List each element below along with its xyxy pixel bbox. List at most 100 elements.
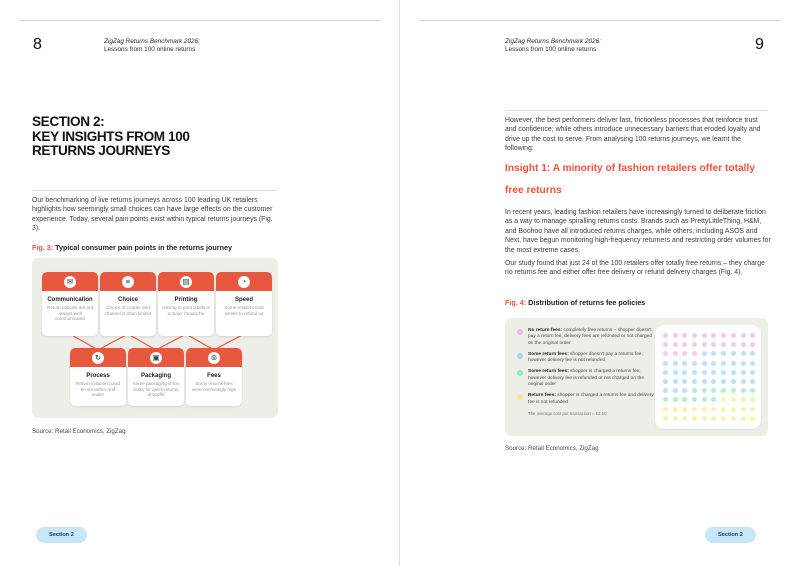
retailer-dot: [721, 388, 727, 394]
legend-item: Return fees: shopper is charged a return…: [517, 393, 655, 406]
section-heading-line: SECTION 2:: [32, 114, 105, 129]
insight-heading-line: free returns: [505, 185, 562, 196]
retailer-dot: [672, 360, 678, 366]
retailer-dot: [730, 388, 736, 394]
retailer-dot: [721, 378, 727, 384]
page-number: 8: [33, 36, 42, 53]
retailer-dot: [721, 369, 727, 375]
column-divider: [32, 190, 278, 191]
source-note: Source: Retail Economics, ZigZag: [32, 428, 126, 435]
retailer-dot: [711, 397, 717, 403]
legend-dot-green: [517, 370, 523, 377]
retailer-dot: [692, 333, 698, 338]
retailer-dot: [701, 342, 707, 348]
retailer-dot: [721, 351, 727, 357]
retailer-dot: [750, 378, 756, 384]
legend-desc: completely free returns – shopper doesn'…: [528, 328, 652, 346]
fig4-legend: No return fees: completely free returns …: [517, 328, 655, 416]
card-title: Communication: [47, 297, 93, 303]
retailer-dot: [701, 388, 707, 394]
retailer-dot: [721, 342, 727, 348]
retailer-dot: [730, 351, 736, 357]
retailer-dot: [682, 342, 688, 348]
chat-icon: ✉: [64, 275, 76, 288]
retailer-dot: [711, 342, 717, 348]
retailer-dot: [682, 351, 688, 357]
fig4-label: Fig. 4:: [505, 298, 527, 307]
page-gutter-line: [399, 0, 400, 566]
card-desc: Choice of courier and channel is often l…: [104, 305, 152, 316]
retailer-dot: [692, 397, 698, 403]
retailer-dot: [672, 415, 678, 421]
retailer-dot: [682, 333, 688, 338]
retailer-dot: [750, 369, 756, 375]
card-desc: Return policies are not always well comm…: [47, 305, 93, 322]
retailer-dot: [663, 415, 668, 421]
legend-text: Some return fees: shopper is charged a r…: [528, 369, 655, 388]
fig4-title: Distribution of returns fee policies: [528, 298, 646, 307]
pain-point-card-choice: ≡ Choice Choice of courier and channel i…: [100, 272, 156, 336]
retailer-dot: [692, 378, 698, 384]
retailer-dot: [730, 333, 736, 338]
legend-dot-pink: [517, 329, 523, 335]
pain-point-card-process: ↻ Process Return initiation could be smo…: [70, 348, 126, 406]
card-header: ◔: [216, 272, 272, 291]
retailer-dot: [663, 406, 668, 412]
retailer-dot: [663, 360, 668, 366]
retailer-dot: [750, 406, 756, 412]
legend-desc: shopper doesn't pay a returns fee, howev…: [528, 351, 643, 364]
body-paragraph: In recent years, leading fashion retaile…: [505, 209, 771, 254]
retailer-dot: [701, 397, 707, 403]
retailer-dot: [750, 415, 756, 421]
retailer-dot: [692, 360, 698, 366]
pain-point-card-speed: ◔ Speed Some retailers took weeks to ref…: [216, 272, 272, 336]
retailer-dot: [730, 369, 736, 375]
legend-item: No return fees: completely free returns …: [517, 328, 655, 347]
retailer-dot: [740, 369, 746, 375]
source-note: Source: Retail Economics, ZigZag: [505, 445, 599, 452]
section-badge: Section 2: [36, 527, 87, 543]
retailer-dot: [692, 406, 698, 412]
column-divider: [505, 110, 768, 111]
retailer-dot: [740, 406, 746, 412]
pain-point-card-packaging: ▣ Packaging Some packaging is too bulky …: [128, 348, 184, 406]
retailer-dot: [663, 378, 668, 384]
retailer-dot: [711, 406, 717, 412]
legend-dot-yellow: [517, 394, 523, 401]
fig3-panel: ✉ Communication Return policies are not …: [32, 258, 278, 418]
retailer-dot: [701, 360, 707, 366]
section-badge: Section 2: [705, 527, 756, 543]
legend-text: No return fees: completely free returns …: [528, 328, 655, 347]
page-number: 9: [755, 36, 764, 53]
report-title: ZigZag Returns Benchmark 2026:: [505, 38, 601, 45]
retailer-dot: [682, 397, 688, 403]
retailer-dot: [740, 342, 746, 348]
retailer-dot: [711, 388, 717, 394]
retailer-dot: [750, 333, 756, 338]
section-heading-line: RETURNS JOURNEYS: [32, 143, 170, 159]
retailer-dot: [721, 333, 727, 338]
retailer-dot: [750, 360, 756, 366]
refresh-icon: ↻: [92, 351, 104, 364]
fig4-panel: No return fees: completely free returns …: [505, 318, 768, 436]
retailer-dot: [682, 369, 688, 375]
card-desc: Some returns fees were confusingly high: [191, 381, 237, 392]
card-header: ⊚: [186, 348, 242, 367]
package-icon: ▣: [150, 351, 162, 364]
retailer-dot: [730, 378, 736, 384]
retailer-dot: [730, 342, 736, 348]
legend-dot-blue: [517, 352, 523, 359]
retailer-dot: [721, 415, 727, 421]
fig3-title: Typical consumer pain points in the retu…: [55, 243, 232, 252]
retailer-dot: [750, 351, 756, 357]
top-rule-left-page: [20, 20, 380, 21]
report-subtitle: Lessons from 100 online returns: [104, 46, 196, 54]
retailer-dot: [740, 397, 746, 403]
retailer-dot: [682, 415, 688, 421]
retailer-dot: [750, 388, 756, 394]
retailer-dot: [711, 378, 717, 384]
stopwatch-icon: ◔: [238, 275, 250, 288]
printer-icon: ▤: [180, 275, 192, 288]
retailer-dot: [740, 388, 746, 394]
